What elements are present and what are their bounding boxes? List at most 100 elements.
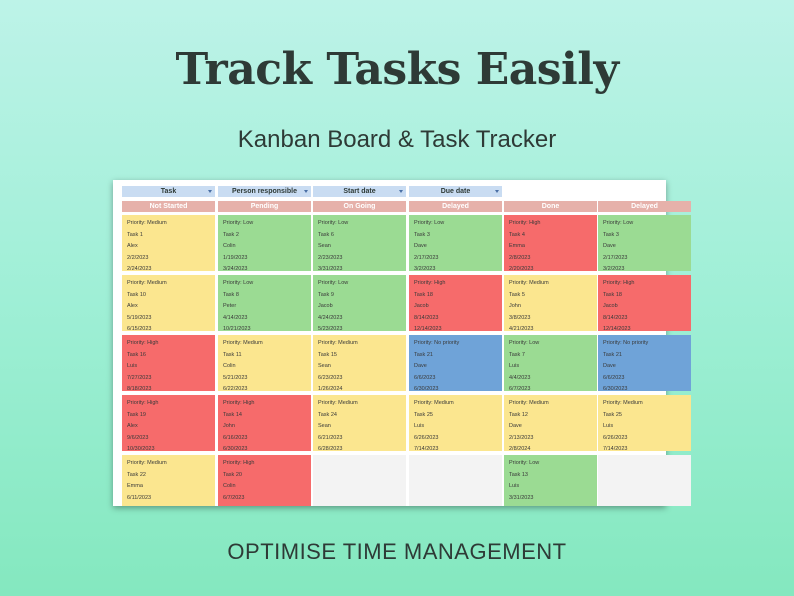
card-text: 3/31/2023: [318, 266, 343, 272]
card-text: Priority: High: [223, 460, 255, 466]
card-text: 6/26/2023: [603, 434, 628, 441]
card-text: Priority: Low: [318, 280, 349, 286]
task-card: Priority: High Task 20 Colin 6/7/2023: [218, 455, 311, 506]
card-text: Dave: [603, 363, 616, 369]
task-card: Priority: Low Task 7 Luis 4/4/2023 6/7/2023: [504, 335, 597, 392]
card-text: 7/14/2023: [414, 446, 439, 452]
card-text: 6/7/2023: [509, 386, 531, 392]
subtitle: Kanban Board & Task Tracker: [237, 126, 557, 153]
task-card: Priority: No priority Task 21 Dave 6/6/2023…: [409, 335, 502, 392]
card-text: Task 25: [414, 411, 433, 418]
card-text: Luis: [127, 363, 138, 369]
card-text: 10/21/2023: [223, 326, 251, 332]
card-text: 7/27/2023: [127, 374, 152, 381]
card-text: John: [509, 303, 521, 309]
card-text: Colin: [223, 363, 236, 369]
task-card: Priority: Medium Task 22 Emma 6/11/2023: [122, 455, 215, 506]
card-text: Task 9: [318, 291, 334, 298]
task-card: Priority: High Task 18 Jacob 8/14/2023 12/14…: [409, 275, 502, 332]
card-text: John: [223, 423, 235, 429]
card-text: 1/19/2023: [223, 254, 248, 261]
card-text: 6/21/2023: [318, 434, 343, 441]
status-header: Done: [504, 201, 597, 212]
card-text: Colin: [223, 483, 236, 489]
card-text: 12/14/2023: [414, 326, 442, 332]
card-text: 4/21/2023: [509, 326, 534, 332]
task-card: Priority: Low Task 13 Luis 3/31/2023: [504, 455, 597, 506]
card-text: Priority: Medium: [127, 280, 167, 286]
card-text: 2/8/2024: [509, 446, 531, 452]
card-text: 5/21/2023: [223, 374, 248, 381]
task-card: Priority: Medium Task 25 Luis 6/26/2023 7/14…: [409, 395, 502, 452]
card-text: Task 21: [603, 351, 622, 358]
task-card: Priority: Medium Task 1 Alex 2/2/2023 2/24/2…: [122, 215, 215, 272]
task-card: Priority: Medium Task 24 Sean 6/21/2023 6/28…: [313, 395, 406, 452]
card-text: 8/18/2023: [127, 386, 152, 392]
card-text: Priority: Medium: [318, 400, 358, 406]
task-card: Priority: Medium Task 5 John 3/8/2023 4/21/2…: [504, 275, 597, 332]
filter-header: Start date: [313, 186, 406, 197]
card-text: 4/14/2023: [223, 314, 248, 321]
task-card: Priority: Low Task 9 Jacob 4/24/2023 5/23/20…: [313, 275, 406, 332]
card-text: 6/6/2023: [603, 374, 625, 381]
task-card: Priority: High Task 4 Emma 2/8/2023 2/20/202…: [504, 215, 597, 272]
card-text: 3/31/2023: [509, 494, 534, 501]
card-text: Priority: Low: [318, 220, 349, 226]
card-text: Task 11: [223, 351, 242, 358]
card-text: 6/30/2023: [603, 386, 628, 392]
card-text: Priority: High: [509, 220, 541, 226]
card-text: Priority: Low: [414, 220, 445, 226]
task-card: Priority: Medium Task 12 Dave 2/13/2023 2/8/…: [504, 395, 597, 452]
card-text: 6/11/2023: [127, 494, 152, 501]
card-text: Priority: High: [223, 400, 255, 406]
card-text: 2/13/2023: [509, 434, 534, 441]
card-text: 2/24/2023: [127, 266, 152, 272]
task-card: Priority: High Task 16 Luis 7/27/2023 8/18/2…: [122, 335, 215, 392]
card-text: 9/6/2023: [127, 434, 149, 441]
card-text: Task 7: [509, 351, 525, 358]
card-text: Task 3: [414, 231, 430, 238]
card-text: Task 18: [603, 291, 622, 298]
card-text: 2/23/2023: [318, 254, 343, 261]
card-text: 3/8/2023: [509, 314, 531, 321]
card-text: Task 1: [127, 231, 143, 238]
card-text: 8/14/2023: [603, 314, 628, 321]
card-text: Priority: High: [414, 280, 446, 286]
card-text: Jacob: [603, 303, 618, 309]
card-text: 6/23/2023: [318, 374, 343, 381]
card-text: Task 3: [603, 231, 619, 238]
card-text: Task 8: [223, 291, 239, 298]
card-text: 8/14/2023: [414, 314, 439, 321]
task-card: Priority: Medium Task 25 Luis 6/26/2023 7/14…: [598, 395, 691, 452]
status-header: Delayed: [409, 201, 502, 212]
card-text: Task 6: [318, 231, 334, 238]
card-text: Priority: High: [127, 400, 159, 406]
card-text: Luis: [509, 483, 520, 489]
card-text: Task 21: [414, 351, 433, 358]
card-text: Peter: [223, 303, 237, 309]
filter-header: Person responsible: [218, 186, 311, 197]
card-text: 4/24/2023: [318, 314, 343, 321]
card-text: Dave: [414, 363, 427, 369]
card-text: Sean: [318, 243, 331, 249]
task-card: Priority: Medium Task 11 Colin 5/21/2023 6/2…: [218, 335, 311, 392]
task-card: Priority: Low Task 2 Colin 1/19/2023 3/24/20…: [218, 215, 311, 272]
card-text: 2/20/2023: [509, 266, 534, 272]
card-text: 7/14/2023: [603, 446, 628, 452]
card-text: Task 16: [127, 351, 146, 358]
card-text: 5/19/2023: [127, 314, 152, 321]
card-text: 2/8/2023: [509, 254, 531, 261]
card-text: Priority: Medium: [603, 400, 643, 406]
card-text: 6/30/2023: [414, 386, 439, 392]
card-text: Task 22: [127, 471, 146, 478]
card-text: Jacob: [414, 303, 429, 309]
filter-header: Due date: [409, 186, 502, 197]
filter-header: Task: [122, 186, 215, 197]
task-card: Priority: Low Task 3 Dave 2/17/2023 3/2/2023: [409, 215, 502, 272]
card-text: Task 19: [127, 411, 146, 418]
card-text: Task 15: [318, 351, 337, 358]
card-text: Priority: Medium: [509, 280, 549, 286]
card-text: Alex: [127, 243, 138, 249]
card-text: 2/17/2023: [603, 254, 628, 261]
